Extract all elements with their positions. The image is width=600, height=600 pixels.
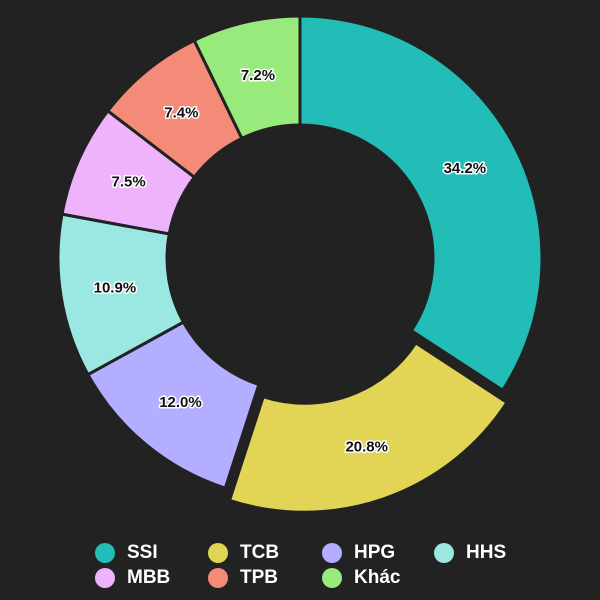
legend-swatch [208,568,228,588]
legend-swatch [208,543,228,563]
legend-swatch [434,543,454,563]
legend-item-hhs: HHS [434,540,506,566]
legend-item-khac: Khác [322,565,400,591]
slice-label-tcb: 20.8% [345,439,388,456]
legend-label: SSI [127,542,158,563]
slice-label-tpb: 7.4% [164,104,198,121]
legend-item-hpg: HPG [322,540,395,566]
donut-chart-svg: 34.2% 20.8% 12.0% 10.9% 7.5% 7.4% 7.2% [56,14,544,514]
legend-swatch [95,543,115,563]
legend-label: TCB [240,542,280,563]
legend-label: HHS [466,542,507,563]
slice-label-khac: 7.2% [241,67,275,84]
legend-label: Khác [354,567,401,588]
legend-swatch [322,568,342,588]
slice-tcb [228,341,509,514]
slice-khac [192,14,302,140]
legend-swatch [95,568,115,588]
slice-ssi [298,14,544,392]
chart-legend: SSI TCB HPG HHS MBB TPB Khác [0,538,600,600]
slice-label-mbb: 7.5% [112,173,146,190]
slice-label-ssi: 34.2% [444,160,487,177]
legend-item-tcb: TCB [208,540,279,566]
slice-label-hhs: 10.9% [94,279,137,296]
legend-swatch [322,543,342,563]
slice-label-hpg: 12.0% [159,394,202,411]
legend-label: HPG [354,542,396,563]
legend-label: MBB [127,567,171,588]
legend-item-tpb: TPB [208,565,278,591]
legend-label: TPB [240,567,278,588]
legend-item-mbb: MBB [95,565,170,591]
legend-item-ssi: SSI [95,540,158,566]
